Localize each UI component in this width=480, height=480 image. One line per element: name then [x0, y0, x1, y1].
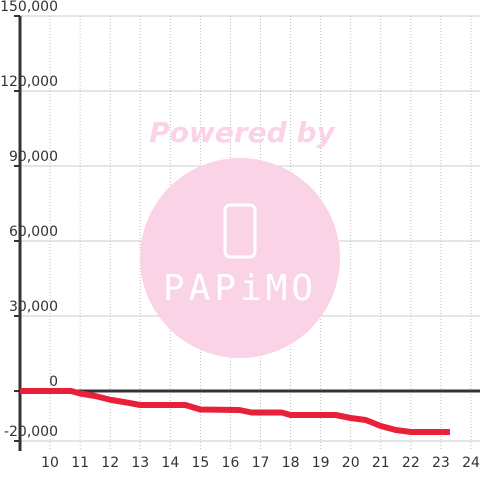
- x-tick-label: 15: [191, 455, 209, 471]
- x-tick-label: 12: [101, 455, 119, 471]
- watermark-phone: [223, 203, 257, 259]
- y-tick-label: 0: [49, 374, 58, 390]
- y-tick-label: -20,000: [4, 424, 58, 440]
- x-tick-label: 16: [222, 455, 240, 471]
- x-tick-label: 14: [161, 455, 179, 471]
- x-tick-label: 17: [252, 455, 270, 471]
- watermark-text: Powered by: [149, 116, 336, 149]
- x-tick-label: 22: [402, 455, 420, 471]
- data-line: [20, 388, 450, 435]
- x-tick-label: 24: [462, 455, 480, 471]
- y-tick-label: 60,000: [9, 224, 58, 240]
- y-tick-label: 150,000: [0, 0, 58, 15]
- y-tick-label: 90,000: [9, 149, 58, 165]
- x-tick-label: 20: [342, 455, 360, 471]
- x-tick-label: 23: [432, 455, 450, 471]
- x-tick-label: 21: [372, 455, 390, 471]
- y-tick-label: 120,000: [0, 74, 58, 90]
- watermark-logo: PAPiMO: [163, 268, 317, 309]
- x-tick-label: 19: [312, 455, 330, 471]
- x-tick-label: 11: [71, 455, 89, 471]
- x-tick-label: 13: [131, 455, 149, 471]
- x-tick-label: 18: [282, 455, 300, 471]
- x-tick-label: 10: [41, 455, 59, 471]
- y-tick-label: 30,000: [9, 299, 58, 315]
